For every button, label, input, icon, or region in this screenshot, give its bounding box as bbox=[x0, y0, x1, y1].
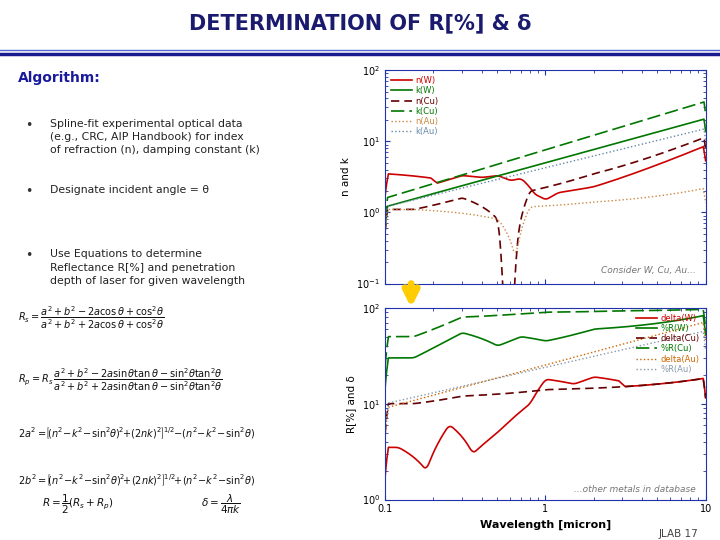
Text: JLAB 17: JLAB 17 bbox=[659, 529, 698, 539]
Legend: delta(W), %R(W), delta(Cu), %R(Cu), delta(Au), %R(Au): delta(W), %R(W), delta(Cu), %R(Cu), delt… bbox=[635, 312, 701, 375]
Text: ...other metals in database: ...other metals in database bbox=[575, 485, 696, 494]
Text: DETERMINATION OF R[%] & δ: DETERMINATION OF R[%] & δ bbox=[189, 14, 531, 34]
Y-axis label: n and k: n and k bbox=[341, 158, 351, 196]
Text: $R=\dfrac{1}{2}\!\left(R_s+R_p\right)$: $R=\dfrac{1}{2}\!\left(R_s+R_p\right)$ bbox=[42, 492, 114, 516]
X-axis label: Wavelength [micron]: Wavelength [micron] bbox=[480, 520, 611, 530]
Text: $2a^2=\!\left[\!\left(n^2\!-\!k^2\!-\!\sin^2\!\theta\right)^{\!2}\!\!+\!(2nk)^2\: $2a^2=\!\left[\!\left(n^2\!-\!k^2\!-\!\s… bbox=[18, 426, 255, 441]
Legend: n(W), k(W), n(Cu), k(Cu), n(Au), k(Au): n(W), k(W), n(Cu), k(Cu), n(Au), k(Au) bbox=[390, 75, 440, 138]
Text: •: • bbox=[24, 249, 32, 262]
Text: Designate incident angle = θ: Designate incident angle = θ bbox=[50, 185, 209, 195]
Text: Spline-fit experimental optical data
(e.g., CRC, AIP Handbook) for index
of refr: Spline-fit experimental optical data (e.… bbox=[50, 119, 259, 155]
Text: $\delta=\dfrac{\lambda}{4\pi k}$: $\delta=\dfrac{\lambda}{4\pi k}$ bbox=[202, 492, 241, 516]
Text: $2b^2=\!\left[\!\left(n^2\!-\!k^2\!-\!\sin^2\!\theta\right)^{\!2}\!\!+\!(2nk)^2\: $2b^2=\!\left[\!\left(n^2\!-\!k^2\!-\!\s… bbox=[18, 473, 255, 488]
Y-axis label: R[%] and δ: R[%] and δ bbox=[346, 375, 356, 433]
Text: Consider W, Cu, Au...: Consider W, Cu, Au... bbox=[601, 266, 696, 275]
Text: $R_p = R_s\,\dfrac{a^2+b^2-2a\sin\theta\tan\theta-\sin^2\!\theta\tan^2\!\theta}{: $R_p = R_s\,\dfrac{a^2+b^2-2a\sin\theta\… bbox=[18, 366, 222, 393]
Text: •: • bbox=[24, 119, 32, 132]
Text: Use Equations to determine
Reflectance R[%] and penetration
depth of laser for g: Use Equations to determine Reflectance R… bbox=[50, 249, 245, 286]
Text: $R_s = \dfrac{a^2+b^2-2a\cos\theta+\cos^2\!\theta}{a^2+b^2+2a\cos\theta+\cos^2\!: $R_s = \dfrac{a^2+b^2-2a\cos\theta+\cos^… bbox=[18, 304, 164, 331]
Text: Algorithm:: Algorithm: bbox=[18, 71, 101, 85]
Text: •: • bbox=[24, 185, 32, 198]
